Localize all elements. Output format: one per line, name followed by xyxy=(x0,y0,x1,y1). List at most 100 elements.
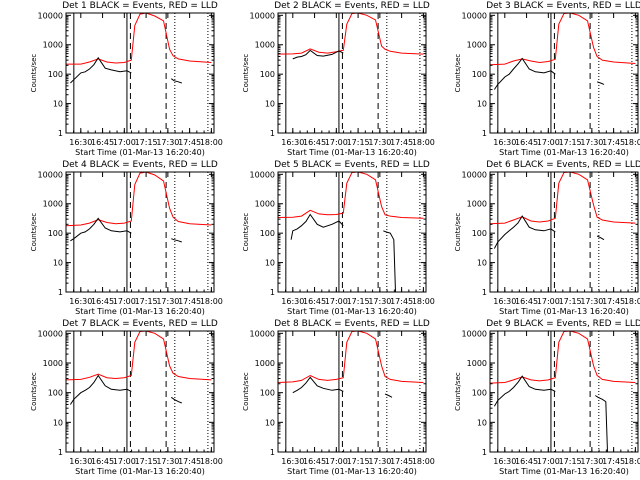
panel-title: Det 4 BLACK = Events, RED = LLD xyxy=(62,160,218,170)
y-tick-label: 10000 xyxy=(462,329,487,338)
x-tick-label: 17:00 xyxy=(537,138,560,147)
panel-title: Det 7 BLACK = Events, RED = LLD xyxy=(62,319,218,329)
events-series-line xyxy=(292,49,344,60)
events-series-line-late xyxy=(596,81,605,85)
x-axis-label: Start Time (01-Mar-13 16:20:40) xyxy=(75,148,205,157)
y-tick-label: 10 xyxy=(477,100,487,109)
panel-axes-box xyxy=(65,171,215,293)
events-series-line xyxy=(69,374,132,405)
x-tick-label: 17:45 xyxy=(178,457,201,466)
x-tick-label: 17:45 xyxy=(390,138,413,147)
x-tick-label: 16:45 xyxy=(303,297,326,306)
panel-title: Det 9 BLACK = Events, RED = LLD xyxy=(486,319,640,329)
panel-axes-box xyxy=(489,171,639,293)
y-tick-label: 100 xyxy=(472,389,487,398)
x-tick-label: 16:45 xyxy=(91,138,114,147)
panel-axes-box xyxy=(65,12,215,134)
y-axis-label: Counts/sec xyxy=(242,54,250,93)
events-series-line-late xyxy=(595,395,608,452)
y-tick-label: 10000 xyxy=(462,170,487,179)
x-tick-label: 16:45 xyxy=(515,297,538,306)
y-tick-label: 10 xyxy=(53,259,63,268)
panel-det-7: Det 7 BLACK = Events, RED = LLD 1 10 100 100… xyxy=(30,319,223,476)
x-tick-label: 18:00 xyxy=(200,138,223,147)
events-series-line xyxy=(493,215,556,249)
x-axis-label: Start Time (01-Mar-13 16:20:40) xyxy=(287,467,417,476)
y-tick-label: 10000 xyxy=(462,11,487,20)
x-tick-label: 16:45 xyxy=(303,457,326,466)
y-tick-label: 1000 xyxy=(43,41,63,50)
x-tick-label: 17:45 xyxy=(390,457,413,466)
y-tick-label: 1000 xyxy=(43,200,63,209)
events-series-line-late xyxy=(383,230,396,292)
x-tick-label: 17:45 xyxy=(602,297,625,306)
x-tick-label: 17:30 xyxy=(368,297,391,306)
panel-title: Det 8 BLACK = Events, RED = LLD xyxy=(274,319,430,329)
x-tick-label: 17:15 xyxy=(559,457,582,466)
events-series-line xyxy=(290,213,344,240)
x-tick-label: 18:00 xyxy=(412,457,435,466)
panel-title: Det 5 BLACK = Events, RED = LLD xyxy=(274,160,430,170)
y-tick-label: 10000 xyxy=(38,170,63,179)
panel-det-1: Det 1 BLACK = Events, RED = LLD 1 10 100 100… xyxy=(30,1,223,157)
x-tick-label: 16:30 xyxy=(493,457,516,466)
lld-series-line xyxy=(278,172,424,219)
x-tick-label: 16:45 xyxy=(515,457,538,466)
x-tick-label: 17:00 xyxy=(113,138,136,147)
y-tick-label: 10000 xyxy=(250,170,275,179)
lld-series-line xyxy=(490,331,636,384)
panel-det-4: Det 4 BLACK = Events, RED = LLD 1 10 100 100… xyxy=(30,160,223,316)
y-tick-label: 10 xyxy=(477,259,487,268)
x-tick-label: 17:45 xyxy=(178,138,201,147)
events-series-line xyxy=(70,217,132,242)
panel-title: Det 6 BLACK = Events, RED = LLD xyxy=(486,160,640,170)
x-tick-label: 16:45 xyxy=(91,457,114,466)
x-tick-label: 18:00 xyxy=(200,297,223,306)
panel-det-5: Det 5 BLACK = Events, RED = LLD 1 10 100 100… xyxy=(242,160,435,316)
panel-axes-box xyxy=(277,171,427,293)
y-tick-label: 1 xyxy=(58,129,63,138)
y-axis-label: Counts/sec xyxy=(454,372,462,411)
events-series-line-late xyxy=(171,238,182,243)
y-tick-label: 10 xyxy=(265,100,275,109)
panel-det-6: Det 6 BLACK = Events, RED = LLD 1 10 100 100… xyxy=(454,160,640,316)
lld-series-line xyxy=(66,331,212,381)
y-axis-label: Counts/sec xyxy=(30,372,38,411)
y-tick-label: 100 xyxy=(48,229,63,238)
x-tick-label: 17:30 xyxy=(368,138,391,147)
y-tick-label: 100 xyxy=(260,389,275,398)
x-tick-label: 17:00 xyxy=(325,138,348,147)
y-tick-label: 1000 xyxy=(255,41,275,50)
y-tick-label: 10000 xyxy=(250,329,275,338)
panel-title: Det 2 BLACK = Events, RED = LLD xyxy=(274,1,430,11)
x-tick-label: 16:30 xyxy=(69,138,92,147)
y-tick-label: 10 xyxy=(53,418,63,427)
y-tick-label: 100 xyxy=(48,70,63,79)
y-axis-label: Counts/sec xyxy=(30,213,38,252)
x-tick-label: 17:45 xyxy=(178,297,201,306)
events-series-line-late xyxy=(171,396,182,404)
panel-det-9: Det 9 BLACK = Events, RED = LLD 1 10 100 100… xyxy=(454,319,640,476)
x-tick-label: 17:15 xyxy=(559,138,582,147)
x-tick-label: 16:30 xyxy=(69,297,92,306)
y-tick-label: 10 xyxy=(477,418,487,427)
x-tick-label: 16:45 xyxy=(515,138,538,147)
y-tick-label: 1 xyxy=(58,448,63,457)
x-tick-label: 17:00 xyxy=(325,457,348,466)
x-tick-label: 17:30 xyxy=(156,297,179,306)
x-tick-label: 17:30 xyxy=(580,457,603,466)
x-tick-label: 17:30 xyxy=(580,297,603,306)
y-tick-label: 1000 xyxy=(467,200,487,209)
lld-series-line xyxy=(278,13,424,55)
y-tick-label: 1 xyxy=(270,129,275,138)
x-tick-label: 16:30 xyxy=(281,138,304,147)
panel-title: Det 1 BLACK = Events, RED = LLD xyxy=(62,1,218,11)
panel-det-8: Det 8 BLACK = Events, RED = LLD 1 10 100 100… xyxy=(242,319,435,476)
lld-series-line xyxy=(490,13,636,66)
x-tick-label: 17:30 xyxy=(156,138,179,147)
y-tick-label: 10 xyxy=(53,100,63,109)
panel-axes-box xyxy=(65,330,215,453)
events-series-line xyxy=(70,56,132,84)
x-tick-label: 18:00 xyxy=(624,297,640,306)
